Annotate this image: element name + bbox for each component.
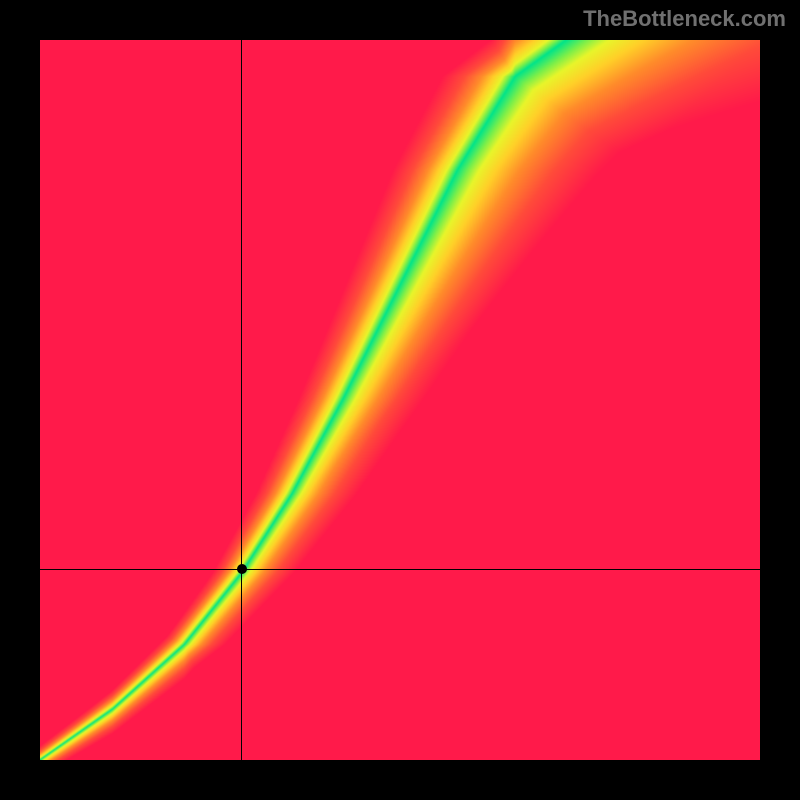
heatmap-plot xyxy=(40,40,760,760)
watermark-text: TheBottleneck.com xyxy=(583,6,786,32)
heatmap-canvas xyxy=(40,40,760,760)
crosshair-horizontal xyxy=(40,569,760,570)
crosshair-vertical xyxy=(241,40,242,760)
chart-container: TheBottleneck.com xyxy=(0,0,800,800)
marker-point xyxy=(237,564,247,574)
